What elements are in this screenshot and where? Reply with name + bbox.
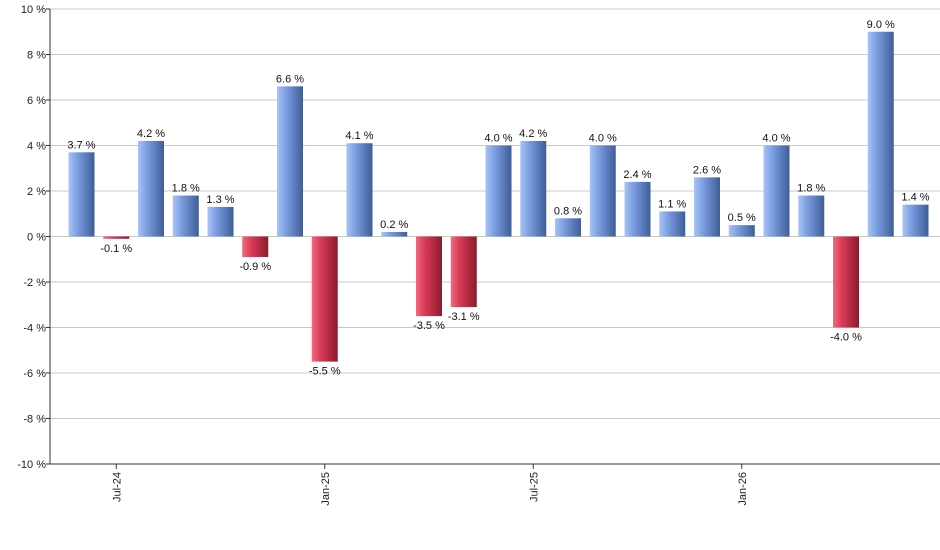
data-label: 0.8 % bbox=[554, 205, 582, 217]
data-label: 2.6 % bbox=[693, 164, 721, 176]
data-label: 4.2 % bbox=[137, 128, 165, 140]
y-tick-label: 2 % bbox=[27, 186, 46, 198]
data-label: 9.0 % bbox=[867, 19, 895, 31]
bar-positive bbox=[867, 31, 894, 237]
bar-negative bbox=[311, 236, 338, 362]
data-label: 1.4 % bbox=[901, 192, 929, 204]
data-label: 3.7 % bbox=[67, 139, 95, 151]
bar-positive bbox=[381, 231, 408, 237]
bar-positive bbox=[589, 145, 616, 237]
data-label: 2.4 % bbox=[623, 169, 651, 181]
bar-positive bbox=[659, 211, 686, 237]
bar-negative bbox=[416, 236, 442, 317]
data-label: 1.3 % bbox=[206, 194, 234, 206]
data-label: -5.5 % bbox=[309, 366, 341, 378]
bar-negative bbox=[450, 236, 477, 308]
data-label: -0.1 % bbox=[100, 243, 132, 255]
x-tick-label: Jul-24 bbox=[111, 472, 123, 502]
bar-positive bbox=[798, 195, 825, 237]
data-label: 4.0 % bbox=[589, 133, 617, 145]
data-label: -3.1 % bbox=[448, 311, 480, 323]
x-tick-label: Jan-25 bbox=[320, 472, 332, 506]
bar-positive bbox=[485, 145, 512, 237]
bar-positive bbox=[555, 218, 581, 237]
y-tick-label: 4 % bbox=[27, 141, 46, 153]
y-tick-label: -10 % bbox=[17, 459, 46, 471]
data-label: -0.9 % bbox=[239, 261, 271, 273]
bar-negative bbox=[242, 236, 269, 257]
bar-positive bbox=[520, 140, 547, 237]
data-label: 1.8 % bbox=[797, 183, 825, 195]
data-label: 0.2 % bbox=[380, 219, 408, 231]
y-tick-label: 8 % bbox=[27, 50, 46, 62]
data-label: 6.6 % bbox=[276, 73, 304, 85]
data-label: 1.8 % bbox=[172, 183, 200, 195]
data-label: 4.0 % bbox=[484, 133, 512, 145]
y-tick-label: -4 % bbox=[23, 323, 46, 335]
data-label: -4.0 % bbox=[830, 332, 862, 344]
data-label: 4.2 % bbox=[519, 128, 547, 140]
bar-positive bbox=[68, 152, 95, 237]
data-label: 0.5 % bbox=[728, 212, 756, 224]
bars bbox=[68, 31, 929, 362]
y-tick-label: -2 % bbox=[23, 277, 46, 289]
bar-positive bbox=[207, 206, 234, 237]
bar-positive bbox=[138, 140, 164, 237]
y-tick-label: 0 % bbox=[27, 232, 46, 244]
data-label: 4.1 % bbox=[345, 130, 373, 142]
x-tick-label: Jan-26 bbox=[737, 472, 749, 506]
y-tick-label: 10 % bbox=[21, 4, 46, 16]
data-label: -3.5 % bbox=[413, 320, 445, 332]
bar-positive bbox=[763, 145, 790, 237]
data-label: 1.1 % bbox=[658, 198, 686, 210]
x-axis: Jul-24 Jan-25 Jul-25 Jan-26 bbox=[50, 463, 940, 506]
y-tick-label: -8 % bbox=[23, 414, 46, 426]
y-axis: 10 % 8 % 6 % 4 % 2 % 0 % -2 % -4 % -6 % -8 % -10 % bbox=[17, 4, 51, 471]
x-tick-label: Jul-25 bbox=[528, 472, 540, 502]
bar-negative bbox=[833, 236, 859, 328]
data-labels: 3.7 % -0.1 % 4.2 % 1.8 % 1.3 % -0.9 % 6.6 % -5.… bbox=[67, 19, 929, 378]
bar-positive bbox=[172, 195, 199, 237]
bar-positive bbox=[902, 204, 929, 237]
bar-negative bbox=[103, 236, 130, 239]
bar-positive bbox=[624, 181, 651, 237]
bar-positive bbox=[694, 177, 720, 237]
bar-positive bbox=[346, 143, 373, 237]
bar-positive bbox=[277, 86, 303, 237]
y-tick-label: -6 % bbox=[23, 368, 46, 380]
data-label: 4.0 % bbox=[762, 133, 790, 145]
y-tick-label: 6 % bbox=[27, 95, 46, 107]
bar-positive bbox=[728, 225, 755, 237]
